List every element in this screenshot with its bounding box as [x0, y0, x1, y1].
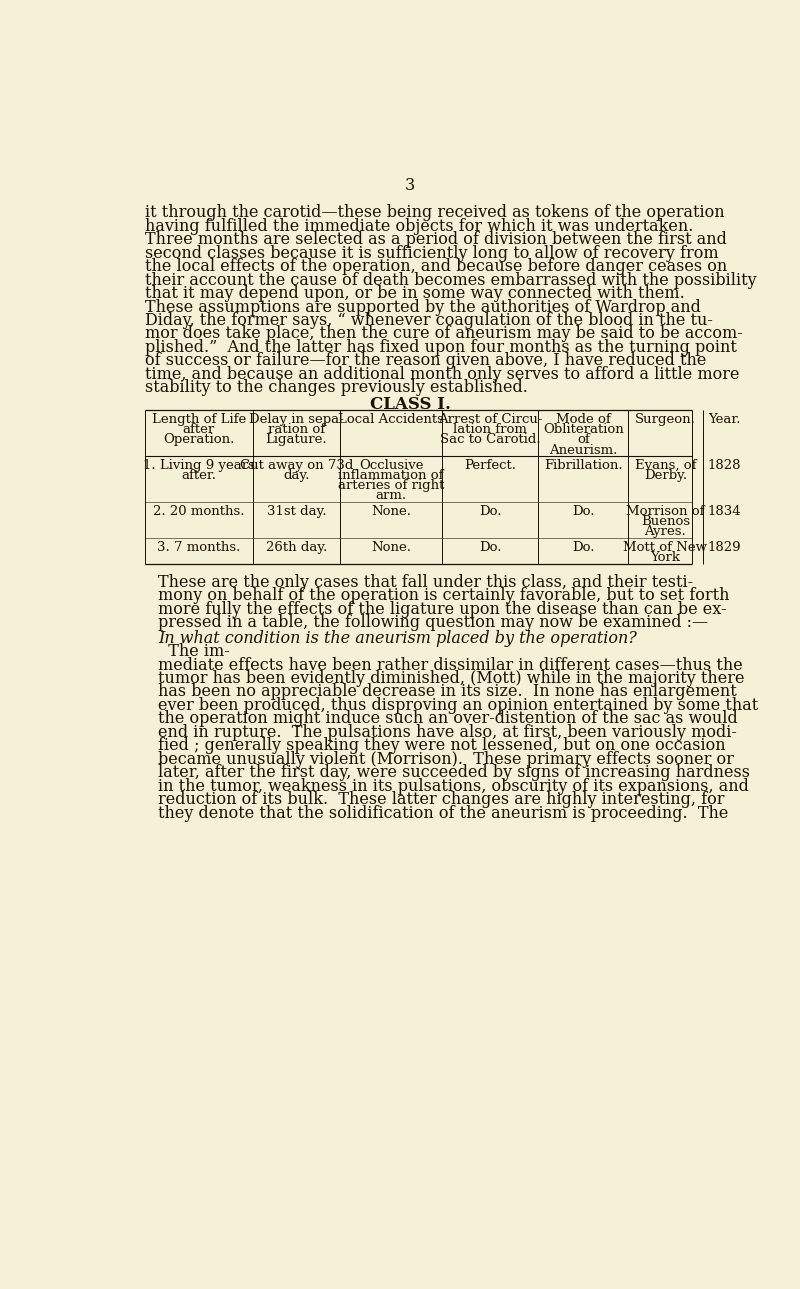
Text: Obliteration: Obliteration	[543, 423, 624, 437]
Text: Cut away on 73d: Cut away on 73d	[240, 459, 354, 472]
Text: 2. 20 months.: 2. 20 months.	[153, 505, 245, 518]
Text: arm.: arm.	[375, 490, 406, 503]
Text: Delay in sepa-: Delay in sepa-	[249, 414, 344, 427]
Text: Do.: Do.	[479, 541, 502, 554]
Text: Diday, the former says, “ whenever coagulation of the blood in the tu-: Diday, the former says, “ whenever coagu…	[145, 312, 713, 329]
Text: Three months are selected as a period of division between the first and: Three months are selected as a period of…	[145, 231, 726, 249]
Text: 1834: 1834	[707, 505, 741, 518]
Text: the operation might induce such an over-distention of the sac as would: the operation might induce such an over-…	[158, 710, 738, 727]
Text: 31st day.: 31st day.	[266, 505, 326, 518]
Text: of success or failure—for the reason given above, I have reduced the: of success or failure—for the reason giv…	[145, 352, 706, 370]
Text: The im-: The im-	[158, 643, 230, 660]
Text: plished.”  And the latter has fixed upon four months as the turning point: plished.” And the latter has fixed upon …	[145, 339, 737, 356]
Text: Ayres.: Ayres.	[645, 526, 686, 539]
Text: None.: None.	[371, 505, 411, 518]
Text: Arrest of Circu-: Arrest of Circu-	[438, 414, 542, 427]
Text: Length of Life: Length of Life	[152, 414, 246, 427]
Text: Local Accidents: Local Accidents	[338, 414, 444, 427]
Text: Buenos: Buenos	[641, 516, 690, 528]
Text: ration of: ration of	[268, 423, 325, 437]
Text: stability to the changes previously established.: stability to the changes previously esta…	[145, 379, 527, 396]
Text: 1829: 1829	[707, 541, 741, 554]
Text: These assumptions are supported by the authorities of Wardrop and: These assumptions are supported by the a…	[145, 299, 701, 316]
Text: Do.: Do.	[479, 505, 502, 518]
Text: became unusually violent (Morrison).  These primary effects sooner or: became unusually violent (Morrison). The…	[158, 750, 734, 768]
Text: CLASS I.: CLASS I.	[370, 396, 450, 412]
Text: they denote that the solidification of the aneurism is proceeding.  The: they denote that the solidification of t…	[158, 804, 729, 821]
Text: Ligature.: Ligature.	[266, 433, 327, 446]
Text: York: York	[650, 552, 681, 565]
Text: in the tumor, weakness in its pulsations, obscurity of its expansions, and: in the tumor, weakness in its pulsations…	[158, 777, 749, 795]
Text: These are the only cases that fall under this class, and their testi-: These are the only cases that fall under…	[158, 574, 694, 590]
Text: having fulfilled the immediate objects for which it was undertaken.: having fulfilled the immediate objects f…	[145, 218, 693, 235]
Text: ever been produced, thus disproving an opinion entertained by some that: ever been produced, thus disproving an o…	[158, 697, 758, 714]
Text: that it may depend upon, or be in some way connected with them.: that it may depend upon, or be in some w…	[145, 285, 684, 302]
Text: Do.: Do.	[572, 541, 594, 554]
Text: Perfect.: Perfect.	[464, 459, 516, 472]
Text: Evans, of: Evans, of	[634, 459, 696, 472]
Text: their account the cause of death becomes embarrassed with the possibility: their account the cause of death becomes…	[145, 272, 756, 289]
Text: inflammation of: inflammation of	[338, 469, 444, 482]
Text: Operation.: Operation.	[163, 433, 234, 446]
Text: Surgeon.: Surgeon.	[635, 414, 696, 427]
Text: day.: day.	[283, 469, 310, 482]
Text: Year.: Year.	[708, 414, 741, 427]
Text: Derby.: Derby.	[644, 469, 687, 482]
Text: reduction of its bulk.  These latter changes are highly interesting, for: reduction of its bulk. These latter chan…	[158, 791, 725, 808]
Text: Fibrillation.: Fibrillation.	[544, 459, 622, 472]
Text: Do.: Do.	[572, 505, 594, 518]
Text: 1. Living 9 years: 1. Living 9 years	[143, 459, 255, 472]
Text: 26th day.: 26th day.	[266, 541, 327, 554]
Text: Aneurism.: Aneurism.	[549, 443, 618, 456]
Text: tumor has been evidently diminished, (Mott) while in the majority there: tumor has been evidently diminished, (Mo…	[158, 670, 745, 687]
Text: after.: after.	[182, 469, 216, 482]
Text: fied ; generally speaking they were not lessened, but on one occasion: fied ; generally speaking they were not …	[158, 737, 726, 754]
Text: mony on behalf of the operation is certainly favorable, but to set forth: mony on behalf of the operation is certa…	[158, 588, 730, 605]
Text: Occlusive: Occlusive	[359, 459, 423, 472]
Text: has been no appreciable decrease in its size.  In none has enlargement: has been no appreciable decrease in its …	[158, 683, 737, 700]
Text: time, and because an additional month only serves to afford a little more: time, and because an additional month on…	[145, 366, 739, 383]
Text: Sac to Carotid.: Sac to Carotid.	[440, 433, 541, 446]
Text: more fully the effects of the ligature upon the disease than can be ex-: more fully the effects of the ligature u…	[158, 601, 726, 617]
Text: arteries of right: arteries of right	[338, 480, 444, 492]
Text: of: of	[577, 433, 590, 446]
Text: pressed in a table, the following question may now be examined :—: pressed in a table, the following questi…	[158, 614, 709, 632]
Text: lation from: lation from	[454, 423, 527, 437]
Text: after: after	[182, 423, 215, 437]
Text: In what condition is the aneurism placed by the operation?: In what condition is the aneurism placed…	[158, 629, 637, 647]
Text: 1828: 1828	[707, 459, 741, 472]
Text: 3. 7 months.: 3. 7 months.	[158, 541, 241, 554]
Text: the local effects of the operation, and because before danger ceases on: the local effects of the operation, and …	[145, 258, 727, 275]
Text: Mode of: Mode of	[556, 414, 610, 427]
Text: mor does take place, then the cure of aneurism may be said to be accom-: mor does take place, then the cure of an…	[145, 325, 742, 343]
Text: second classes because it is sufficiently long to allow of recovery from: second classes because it is sufficientl…	[145, 245, 718, 262]
Text: it through the carotid—these being received as tokens of the operation: it through the carotid—these being recei…	[145, 205, 724, 222]
Text: later, after the first day, were succeeded by signs of increasing hardness: later, after the first day, were succeed…	[158, 764, 750, 781]
Text: None.: None.	[371, 541, 411, 554]
Text: mediate effects have been rather dissimilar in different cases—thus the: mediate effects have been rather dissimi…	[158, 656, 743, 674]
Text: 3: 3	[405, 177, 415, 193]
Text: Morrison of: Morrison of	[626, 505, 705, 518]
Text: end in rupture.  The pulsations have also, at first, been variously modi-: end in rupture. The pulsations have also…	[158, 724, 737, 741]
Text: Mott of New: Mott of New	[623, 541, 707, 554]
